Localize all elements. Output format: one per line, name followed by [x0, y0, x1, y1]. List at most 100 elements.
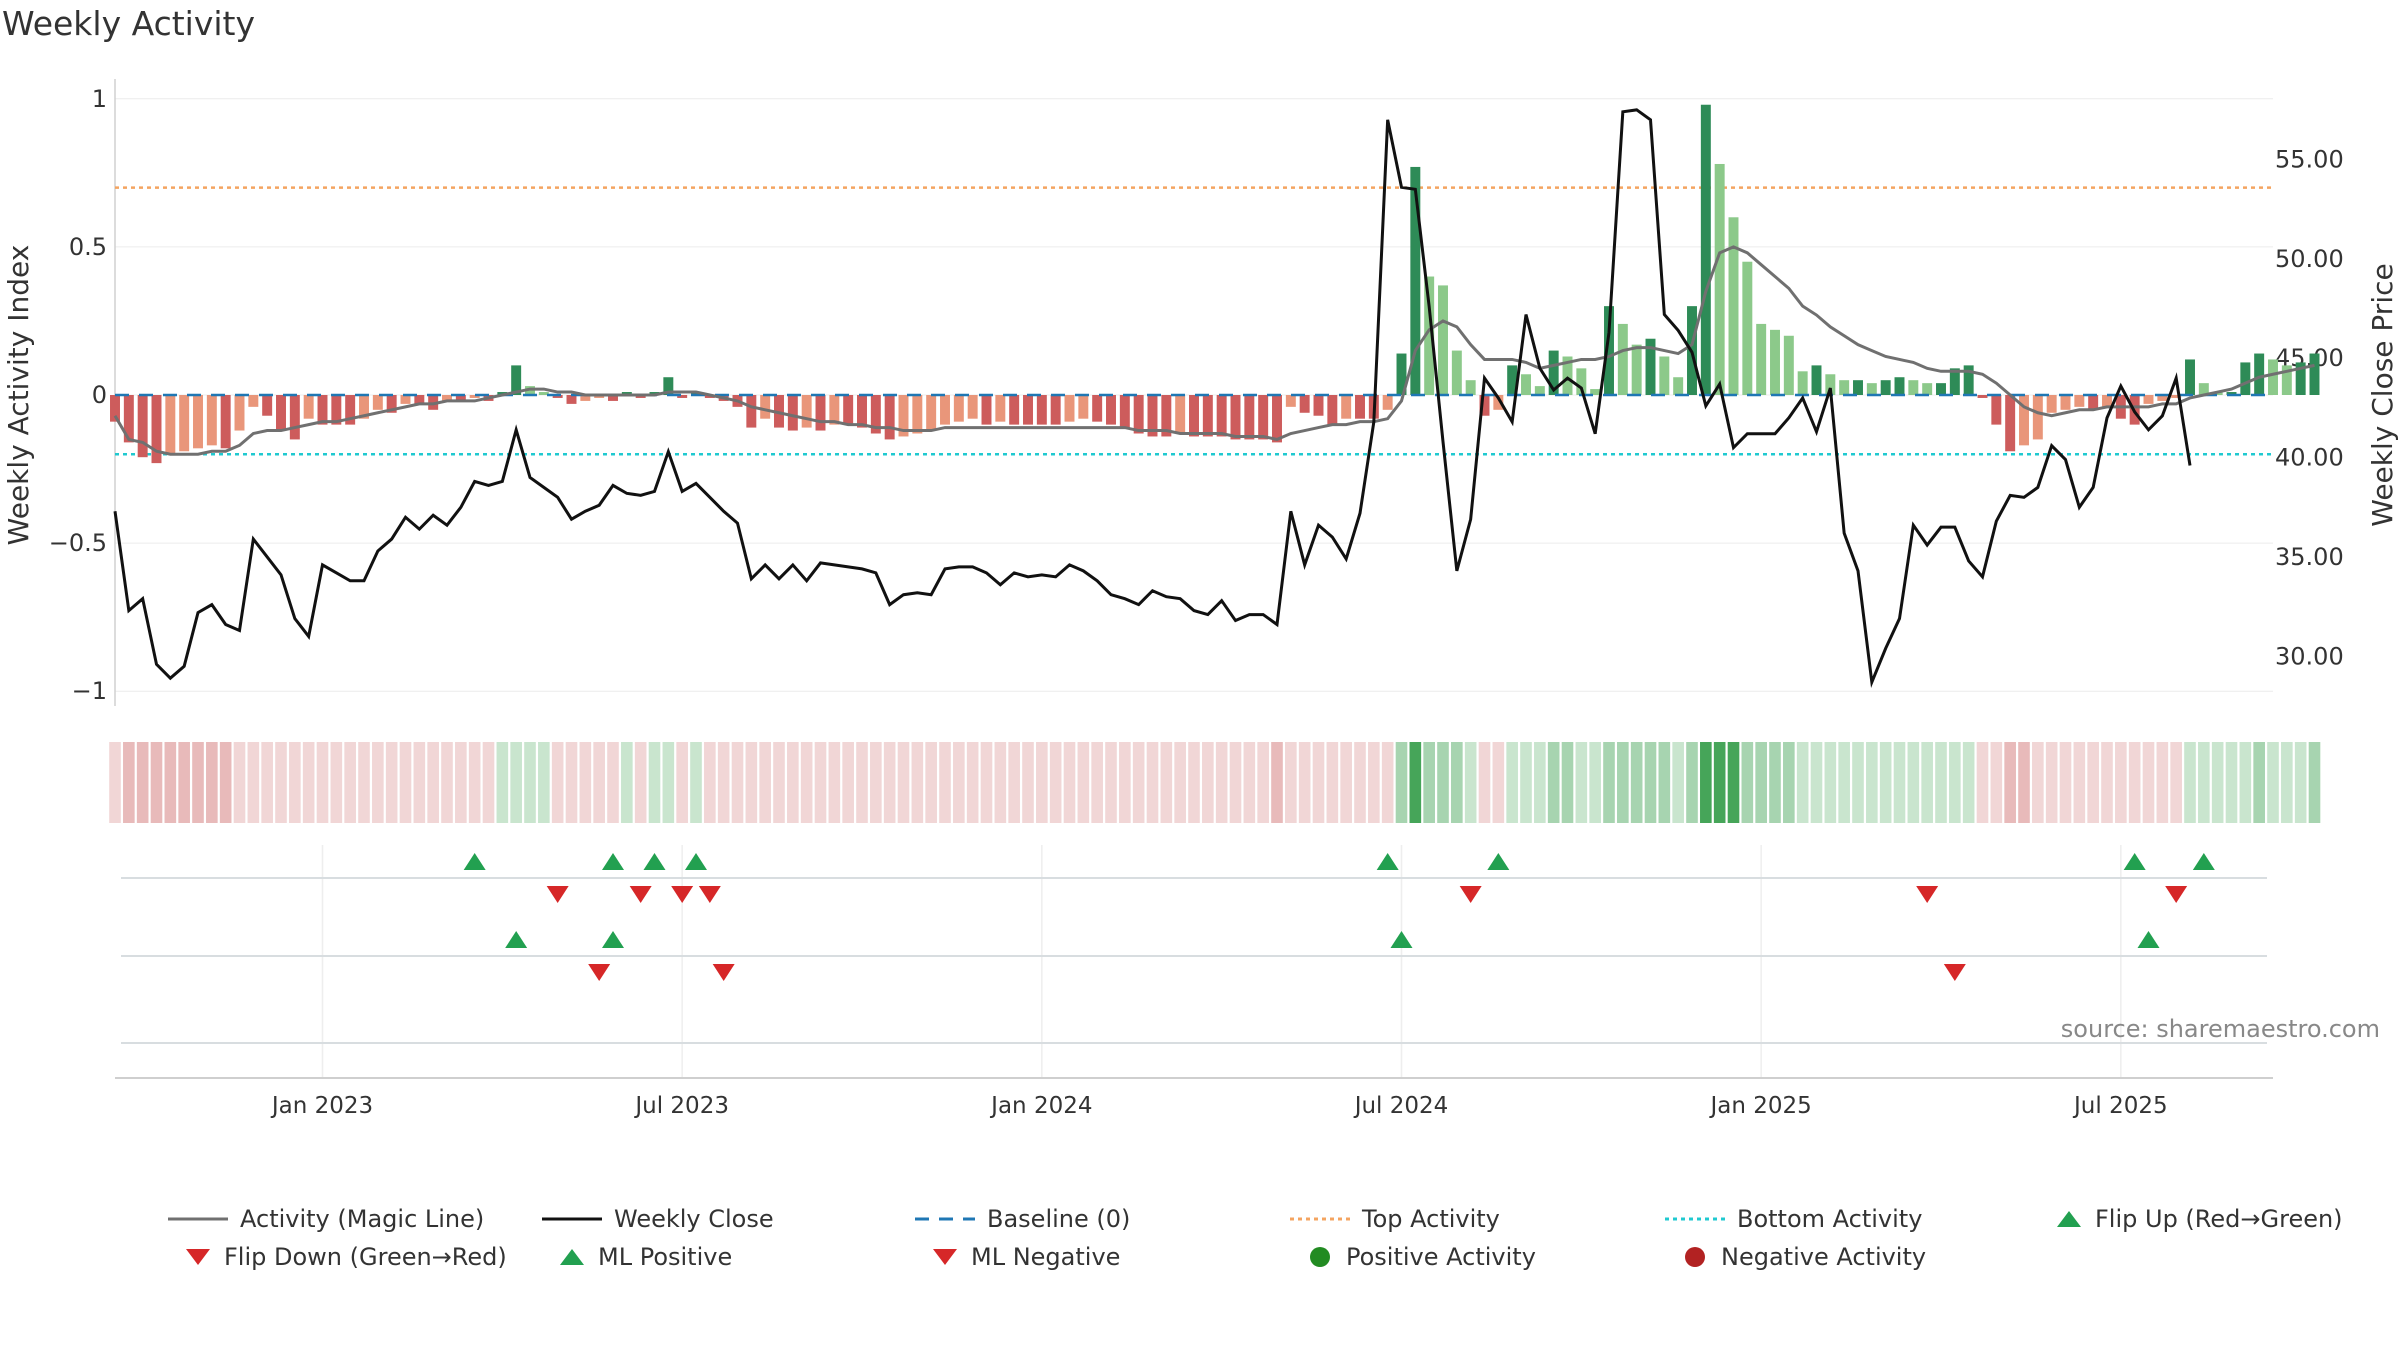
- activity-bar: [829, 395, 840, 425]
- heat-strip-cell: [1451, 742, 1463, 823]
- activity-bar: [1507, 365, 1518, 395]
- activity-bar: [1438, 285, 1448, 395]
- y-tick-label: −1: [72, 677, 107, 705]
- flip-down-marker: [588, 964, 611, 981]
- y2-tick-label: 30.00: [2275, 642, 2344, 670]
- activity-bar: [884, 395, 895, 440]
- heat-strip-cell: [455, 742, 467, 823]
- x-tick-label: Jan 2024: [989, 1093, 1092, 1119]
- heat-strip-cell: [1520, 742, 1532, 823]
- activity-bar: [1631, 344, 1642, 395]
- heat-strip-cell: [1257, 742, 1269, 823]
- activity-bar: [1078, 395, 1089, 419]
- activity-bar: [1866, 383, 1877, 395]
- heat-strip-cell: [731, 742, 744, 823]
- heat-strip-cell: [1437, 742, 1449, 823]
- heat-strip-cell: [2032, 742, 2044, 823]
- triangle-down-icon: [186, 1249, 210, 1265]
- legend-item-weekly-close[interactable]: Weekly Close: [542, 1205, 774, 1233]
- legend-item-negative-activity[interactable]: Negative Activity: [1681, 1243, 1926, 1271]
- heat-strip-cell: [1589, 742, 1601, 823]
- heat-strip-cell: [2294, 742, 2307, 823]
- legend-item-top-activity[interactable]: Top Activity: [1290, 1205, 1500, 1233]
- legend-label: Baseline (0): [987, 1205, 1131, 1233]
- heat-strip-cell: [1368, 742, 1380, 823]
- heat-strip-cell: [925, 742, 937, 823]
- heat-strip-cell: [316, 742, 329, 823]
- activity-bar: [1756, 323, 1767, 395]
- heat-strip-cell: [358, 742, 370, 823]
- heat-strip-cell: [538, 742, 550, 823]
- heat-strip-cell: [1630, 742, 1643, 823]
- activity-bar: [2198, 383, 2209, 395]
- activity-bar: [677, 395, 688, 398]
- heat-strip-cell: [123, 742, 135, 823]
- legend-item-positive-activity[interactable]: Positive Activity: [1306, 1243, 1536, 1271]
- activity-bar: [2254, 353, 2265, 395]
- activity-bar: [1036, 395, 1047, 425]
- heat-strip-cell: [842, 742, 854, 823]
- heat-strip-cell: [621, 742, 633, 823]
- legend-item-flip-up[interactable]: Flip Up (Red→Green): [2055, 1205, 2343, 1233]
- legend-item-baseline[interactable]: Baseline (0): [915, 1205, 1130, 1233]
- activity-bar: [469, 395, 480, 398]
- activity-bar: [1355, 395, 1365, 419]
- activity-bar: [1700, 104, 1711, 395]
- activity-bar: [1285, 395, 1296, 407]
- activity-bar: [1590, 389, 1601, 395]
- heat-strip-cell: [565, 742, 578, 823]
- activity-bar: [1617, 323, 1628, 395]
- activity-bar: [926, 395, 937, 431]
- heat-strip-cell: [2087, 742, 2099, 823]
- heat-strip-cell: [2004, 742, 2016, 823]
- triangle-down-icon: [933, 1249, 957, 1265]
- activity-bar: [940, 395, 950, 425]
- heat-strip-cell: [1769, 742, 1781, 823]
- heat-strip-cell: [192, 742, 204, 823]
- activity-bar: [220, 395, 231, 449]
- activity-bar: [1659, 356, 1670, 395]
- activity-bar: [1797, 371, 1808, 395]
- heat-strip-cell: [966, 742, 979, 823]
- legend-item-flip-down[interactable]: Flip Down (Green→Red): [184, 1243, 507, 1271]
- activity-bar: [1576, 368, 1587, 395]
- heat-strip-cell: [1423, 742, 1435, 823]
- activity-bar: [2019, 395, 2029, 446]
- legend-item-magic-line[interactable]: Activity (Magic Line): [168, 1205, 484, 1233]
- activity-bar: [1230, 395, 1241, 440]
- activity-bar: [1493, 395, 1504, 410]
- activity-bar: [857, 395, 867, 428]
- heat-strip-cell: [1119, 742, 1131, 823]
- activity-bar: [262, 395, 273, 416]
- heat-strip-cell: [1603, 742, 1615, 823]
- magic-line-swatch-icon: [168, 1217, 228, 1221]
- x-tick-label: Jul 2025: [2072, 1093, 2168, 1119]
- heat-strip-cell: [579, 742, 592, 823]
- activity-bar: [179, 395, 190, 452]
- close-line-swatch-icon: [542, 1217, 602, 1221]
- heat-strip-cell: [1132, 742, 1145, 823]
- heat-strip-cell: [856, 742, 868, 823]
- activity-bar: [345, 395, 356, 425]
- activity-bar: [1382, 395, 1393, 410]
- heat-strip-cell: [1783, 742, 1795, 823]
- flip-down-marker: [629, 886, 652, 903]
- heat-strip-cell: [1478, 742, 1491, 823]
- y2-tick-label: 40.00: [2275, 444, 2344, 472]
- activity-bar: [580, 395, 591, 401]
- legend-item-ml-positive[interactable]: ML Positive: [558, 1243, 732, 1271]
- activity-bar: [2226, 392, 2237, 395]
- y-tick-label: 0.5: [69, 233, 107, 261]
- heat-strip-cell: [1160, 742, 1173, 823]
- heat-strip-cell: [1741, 742, 1754, 823]
- legend-item-ml-negative[interactable]: ML Negative: [931, 1243, 1120, 1271]
- activity-bar: [1783, 335, 1794, 395]
- activity-bar: [898, 395, 909, 437]
- activity-bar: [801, 395, 812, 428]
- heat-strip-cell: [1063, 742, 1076, 823]
- flip-up-marker: [2192, 853, 2215, 870]
- heat-strip-cell: [1326, 742, 1339, 823]
- heat-strip-cell: [1022, 742, 1034, 823]
- legend-item-bottom-activity[interactable]: Bottom Activity: [1665, 1205, 1922, 1233]
- y2-axis-label: Weekly Close Price: [2366, 263, 2399, 526]
